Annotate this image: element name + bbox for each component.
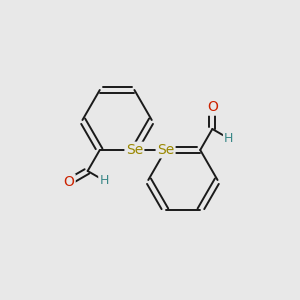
Text: H: H — [224, 132, 233, 145]
Text: O: O — [64, 175, 74, 189]
Text: O: O — [207, 100, 218, 114]
Text: Se: Se — [126, 143, 143, 157]
Text: H: H — [100, 174, 109, 187]
Text: Se: Se — [157, 143, 174, 157]
